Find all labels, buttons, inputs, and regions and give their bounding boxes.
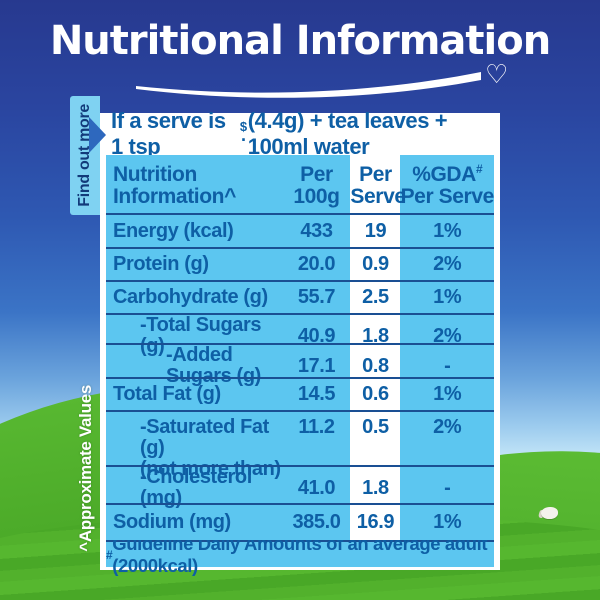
col-gda-per-serve: %GDA# Per Serve bbox=[400, 161, 495, 208]
table-row-total-fat: Total Fat (g) 14.5 0.6 1% bbox=[106, 377, 494, 410]
heart-icon: ♡ bbox=[485, 60, 509, 90]
page-title: Nutritional Information bbox=[49, 18, 551, 64]
per-serve-highlight-column bbox=[350, 155, 401, 540]
table-row-total-sugars: -Total Sugars (g) 40.9 1.8 2% bbox=[106, 313, 494, 357]
table-row-carbohydrate: Carbohydrate (g) 55.7 2.5 1% bbox=[106, 280, 494, 313]
table-row-saturated-fat: -Saturated Fat (g) (not more than) 11.2 … bbox=[106, 410, 494, 480]
serve-definition-header: If a serve is 1 tsp $. (4.4g) + tea leave… bbox=[106, 108, 494, 159]
serve-superscript: $. bbox=[239, 119, 247, 145]
table-row-added-sugars: -Added Sugars (g) 17.1 0.8 - bbox=[106, 343, 494, 387]
table-row-cholesterol: -Cholesterol (mg) 41.0 1.8 - bbox=[106, 465, 494, 509]
underline-swoosh bbox=[136, 72, 481, 98]
sheep-icon bbox=[541, 507, 558, 519]
tab-arrow-icon bbox=[89, 117, 106, 153]
approximate-values-note: ^Approximate Values bbox=[76, 384, 95, 552]
serve-text-suffix: (4.4g) + tea leaves + 100ml water bbox=[247, 108, 448, 159]
table-header-row: Nutrition Information^ Per 100g Per Serv… bbox=[106, 155, 494, 213]
table-row-energy: Energy (kcal) 433 19 1% bbox=[106, 213, 494, 247]
gda-footnote: # Guideline Daily Amounts of an average a… bbox=[106, 533, 494, 576]
table-row-sodium: Sodium (mg) 385.0 16.9 1% bbox=[106, 503, 494, 540]
table-row-protein: Protein (g) 20.0 0.9 2% bbox=[106, 247, 494, 280]
table-body: Nutrition Information^ Per 100g Per Serv… bbox=[106, 155, 494, 540]
col-per-serve: Per Serve bbox=[350, 162, 406, 208]
col-nutrition-information: Nutrition Information^ bbox=[113, 162, 236, 208]
col-per-100g: Per 100g bbox=[293, 162, 340, 208]
nutrition-table: If a serve is 1 tsp $. (4.4g) + tea leave… bbox=[100, 108, 500, 576]
serve-text-prefix: If a serve is 1 tsp bbox=[111, 108, 226, 159]
find-out-more-tab[interactable]: Find out more bbox=[70, 96, 100, 215]
